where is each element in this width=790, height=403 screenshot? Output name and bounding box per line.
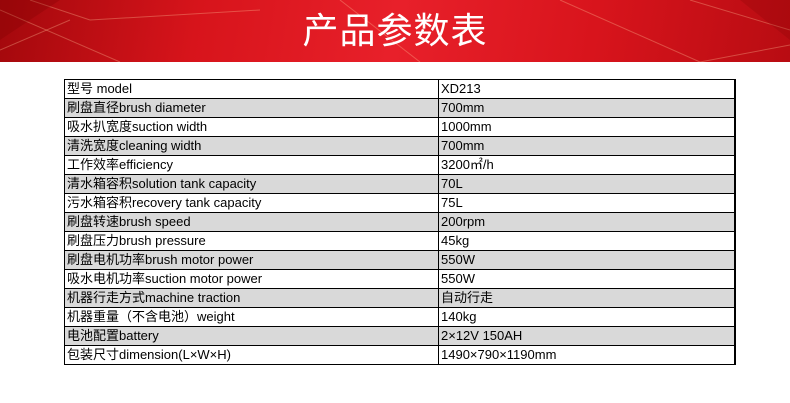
spec-label: 吸水扒宽度suction width	[64, 117, 439, 137]
spec-value: 200rpm	[438, 212, 736, 232]
table-row: 清洗宽度cleaning width 700mm	[64, 136, 736, 156]
spec-label: 包装尺寸dimension(L×W×H)	[64, 345, 439, 365]
table-row: 型号 model XD213	[64, 79, 736, 99]
spec-label: 吸水电机功率suction motor power	[64, 269, 439, 289]
table-row: 刷盘电机功率brush motor power 550W	[64, 250, 736, 270]
spec-value: XD213	[438, 79, 736, 99]
spec-label: 刷盘电机功率brush motor power	[64, 250, 439, 270]
spec-value: 1490×790×1190mm	[438, 345, 736, 365]
header-banner: 产品参数表	[0, 0, 790, 62]
spec-value: 140kg	[438, 307, 736, 327]
table-row: 吸水电机功率suction motor power 550W	[64, 269, 736, 289]
spec-value: 550W	[438, 269, 736, 289]
spec-label: 清水箱容积solution tank capacity	[64, 174, 439, 194]
spec-value: 2×12V 150AH	[438, 326, 736, 346]
spec-label: 型号 model	[64, 79, 439, 99]
spec-label: 机器重量（不含电池）weight	[64, 307, 439, 327]
spec-label: 刷盘压力brush pressure	[64, 231, 439, 251]
table-row: 机器重量（不含电池）weight 140kg	[64, 307, 736, 327]
spec-table: 型号 model XD213 刷盘直径brush diameter 700mm 吸水扒宽…	[64, 79, 736, 365]
table-row: 清水箱容积solution tank capacity 70L	[64, 174, 736, 194]
table-row: 工作效率efficiency 3200㎡/h	[64, 155, 736, 175]
table-row: 刷盘压力brush pressure 45kg	[64, 231, 736, 251]
spec-value: 75L	[438, 193, 736, 213]
table-row: 刷盘直径brush diameter 700mm	[64, 98, 736, 118]
spec-value: 550W	[438, 250, 736, 270]
table-row: 刷盘转速brush speed 200rpm	[64, 212, 736, 232]
spec-value: 700mm	[438, 98, 736, 118]
spec-value: 70L	[438, 174, 736, 194]
spec-label: 清洗宽度cleaning width	[64, 136, 439, 156]
spec-value: 自动行走	[438, 288, 736, 308]
spec-value: 3200㎡/h	[438, 155, 736, 175]
spec-label: 污水箱容积recovery tank capacity	[64, 193, 439, 213]
table-row: 吸水扒宽度suction width 1000mm	[64, 117, 736, 137]
spec-label: 刷盘转速brush speed	[64, 212, 439, 232]
spec-value: 45kg	[438, 231, 736, 251]
table-row: 污水箱容积recovery tank capacity 75L	[64, 193, 736, 213]
page-title: 产品参数表	[302, 11, 488, 52]
spec-value: 700mm	[438, 136, 736, 156]
spec-label: 电池配置battery	[64, 326, 439, 346]
spec-label: 刷盘直径brush diameter	[64, 98, 439, 118]
table-row: 包装尺寸dimension(L×W×H) 1490×790×1190mm	[64, 345, 736, 365]
spec-label: 机器行走方式machine traction	[64, 288, 439, 308]
table-row: 机器行走方式machine traction 自动行走	[64, 288, 736, 308]
spec-label: 工作效率efficiency	[64, 155, 439, 175]
table-row: 电池配置battery 2×12V 150AH	[64, 326, 736, 346]
spec-value: 1000mm	[438, 117, 736, 137]
banner-decoration	[0, 0, 790, 62]
